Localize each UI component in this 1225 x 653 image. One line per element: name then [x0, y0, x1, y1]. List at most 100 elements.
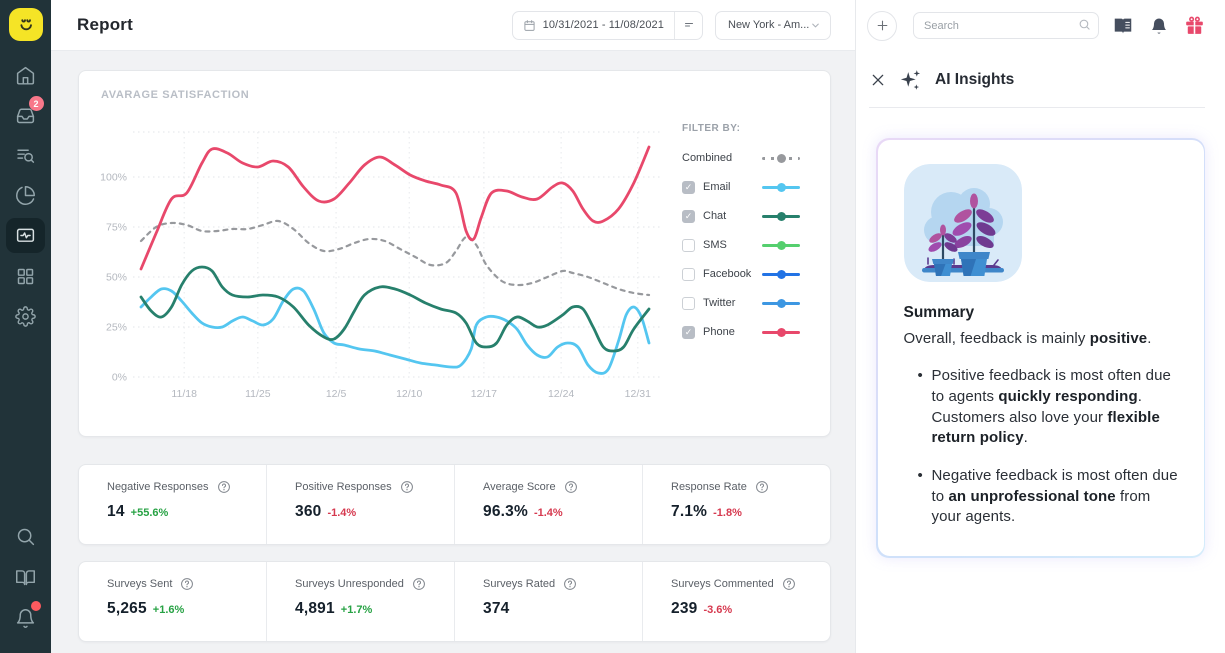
- calendar-icon: [523, 19, 536, 32]
- sidebar: 2: [0, 0, 51, 653]
- bell-icon: [16, 609, 35, 628]
- divider: [869, 107, 1205, 108]
- sidebar-item-home[interactable]: [6, 55, 46, 95]
- pie-chart-icon: [16, 185, 35, 205]
- help-icon[interactable]: [180, 577, 194, 591]
- stat-delta: +1.7%: [340, 604, 373, 616]
- notification-dot: [30, 601, 41, 611]
- knowledge-base-button[interactable]: [1112, 15, 1134, 37]
- legend-checkbox[interactable]: ✓: [682, 209, 695, 223]
- stat-delta: -1.4%: [327, 507, 357, 519]
- legend-label: Combined: [682, 152, 733, 164]
- chevron-down-icon: [810, 20, 821, 31]
- location-select[interactable]: New York - Am...: [715, 10, 831, 40]
- help-icon[interactable]: [217, 480, 231, 494]
- close-icon[interactable]: [870, 72, 886, 88]
- legend-checkbox[interactable]: [682, 296, 695, 310]
- location-value: New York - Am...: [728, 19, 810, 31]
- stat-surveys-rated: Surveys Rated 374: [454, 562, 642, 641]
- stat-value: 96.3%: [483, 503, 528, 520]
- ai-insights-header: AI Insights: [856, 62, 1225, 98]
- bullet-item: • Negative feedback is most often due to…: [904, 466, 1184, 528]
- help-icon[interactable]: [782, 577, 796, 591]
- legend-row-facebook[interactable]: Facebook: [682, 265, 800, 283]
- help-icon[interactable]: [563, 577, 577, 591]
- svg-text:12/10: 12/10: [396, 388, 422, 400]
- help-icon[interactable]: [564, 480, 578, 494]
- svg-text:100%: 100%: [100, 172, 127, 184]
- stat-positive-responses: Positive Responses 360 -1.4%: [266, 465, 454, 544]
- legend-label: Phone: [703, 326, 735, 338]
- stat-delta: +1.6%: [152, 604, 185, 616]
- sidebar-item-inbox[interactable]: 2: [6, 95, 46, 135]
- gift-icon: [1186, 16, 1203, 34]
- stat-delta: -1.4%: [533, 507, 563, 519]
- legend-row-sms[interactable]: SMS: [682, 236, 800, 254]
- legend-row-twitter[interactable]: Twitter: [682, 294, 800, 312]
- insight-card-border: Summary Overall, feedback is mainly posi…: [876, 138, 1205, 558]
- legend-line-marker: [762, 153, 800, 163]
- sidebar-item-notifications[interactable]: [6, 598, 46, 639]
- stat-response-rate: Response Rate 7.1% -1.8%: [642, 465, 830, 544]
- search-icon: [17, 528, 35, 546]
- plants-illustration: [903, 163, 1022, 282]
- sidebar-item-apps[interactable]: [6, 256, 46, 296]
- book-filled-icon: [1114, 18, 1132, 33]
- chart-legend: FILTER BY: Combined ✓ Email ✓ Chat: [682, 123, 800, 352]
- help-icon[interactable]: [412, 577, 426, 591]
- stat-surveys-sent: Surveys Sent 5,265 +1.6%: [79, 562, 266, 641]
- sidebar-item-survey-search[interactable]: [6, 135, 46, 175]
- stats-row-responses: Negative Responses 14 +55.6% Positive Res…: [78, 464, 831, 545]
- sidebar-item-settings[interactable]: [6, 296, 46, 336]
- search-box: [913, 12, 1099, 39]
- inbox-icon: [16, 108, 35, 123]
- stat-value: 7.1%: [671, 503, 708, 520]
- legend-row-email[interactable]: ✓ Email: [682, 178, 800, 196]
- legend-label: Chat: [703, 210, 727, 222]
- help-icon[interactable]: [755, 480, 769, 494]
- whats-new-button[interactable]: [1184, 15, 1205, 36]
- legend-checkbox[interactable]: [682, 267, 695, 281]
- legend-checkbox[interactable]: [682, 238, 695, 252]
- date-range-picker[interactable]: 10/31/2021 - 11/08/2021: [511, 10, 703, 40]
- summary-intro: Overall, feedback is mainly positive.: [903, 329, 1152, 347]
- svg-text:11/25: 11/25: [245, 388, 271, 400]
- legend-row-chat[interactable]: ✓ Chat: [682, 207, 800, 225]
- date-filter-button[interactable]: [675, 12, 702, 39]
- legend-checkbox[interactable]: ✓: [682, 180, 695, 194]
- help-icon[interactable]: [400, 480, 414, 494]
- svg-text:12/24: 12/24: [548, 388, 574, 400]
- report-pulse-icon: [16, 228, 35, 242]
- search-input[interactable]: [913, 12, 1099, 39]
- legend-label: Facebook: [703, 268, 752, 280]
- legend-checkbox[interactable]: ✓: [682, 325, 695, 339]
- legend-line-marker: [762, 211, 800, 221]
- insight-card: Summary Overall, feedback is mainly posi…: [877, 139, 1204, 556]
- svg-text:0%: 0%: [112, 372, 127, 384]
- notifications-button[interactable]: [1149, 16, 1169, 36]
- stat-delta: -3.6%: [703, 604, 733, 616]
- sidebar-item-search[interactable]: [6, 516, 46, 557]
- sidebar-item-analytics[interactable]: [6, 175, 46, 215]
- svg-text:12/31: 12/31: [625, 388, 651, 400]
- inbox-badge: 2: [28, 96, 44, 111]
- home-icon: [16, 66, 35, 85]
- legend-line-marker: [762, 327, 800, 337]
- book-open-icon: [16, 570, 35, 586]
- app-logo[interactable]: [8, 8, 43, 41]
- stat-surveys-unresponded: Surveys Unresponded 4,891 +1.7%: [266, 562, 454, 641]
- stat-label: Negative Responses: [107, 481, 209, 493]
- sidebar-item-docs[interactable]: [6, 557, 46, 598]
- sidebar-item-report[interactable]: [6, 218, 45, 253]
- legend-line-marker: [762, 182, 800, 192]
- right-topbar: [856, 0, 1225, 51]
- stat-surveys-commented: Surveys Commented 239 -3.6%: [642, 562, 830, 641]
- legend-row-combined[interactable]: Combined: [682, 149, 800, 167]
- satisfaction-chart-card: AVARAGE SATISFACTION 0% 25% 50% 75% 100% 11/1…: [78, 70, 831, 437]
- legend-label: Email: [703, 181, 731, 193]
- legend-row-phone[interactable]: ✓ Phone: [682, 323, 800, 341]
- add-button[interactable]: [867, 10, 897, 41]
- legend-line-marker: [762, 240, 800, 250]
- svg-text:50%: 50%: [106, 272, 127, 284]
